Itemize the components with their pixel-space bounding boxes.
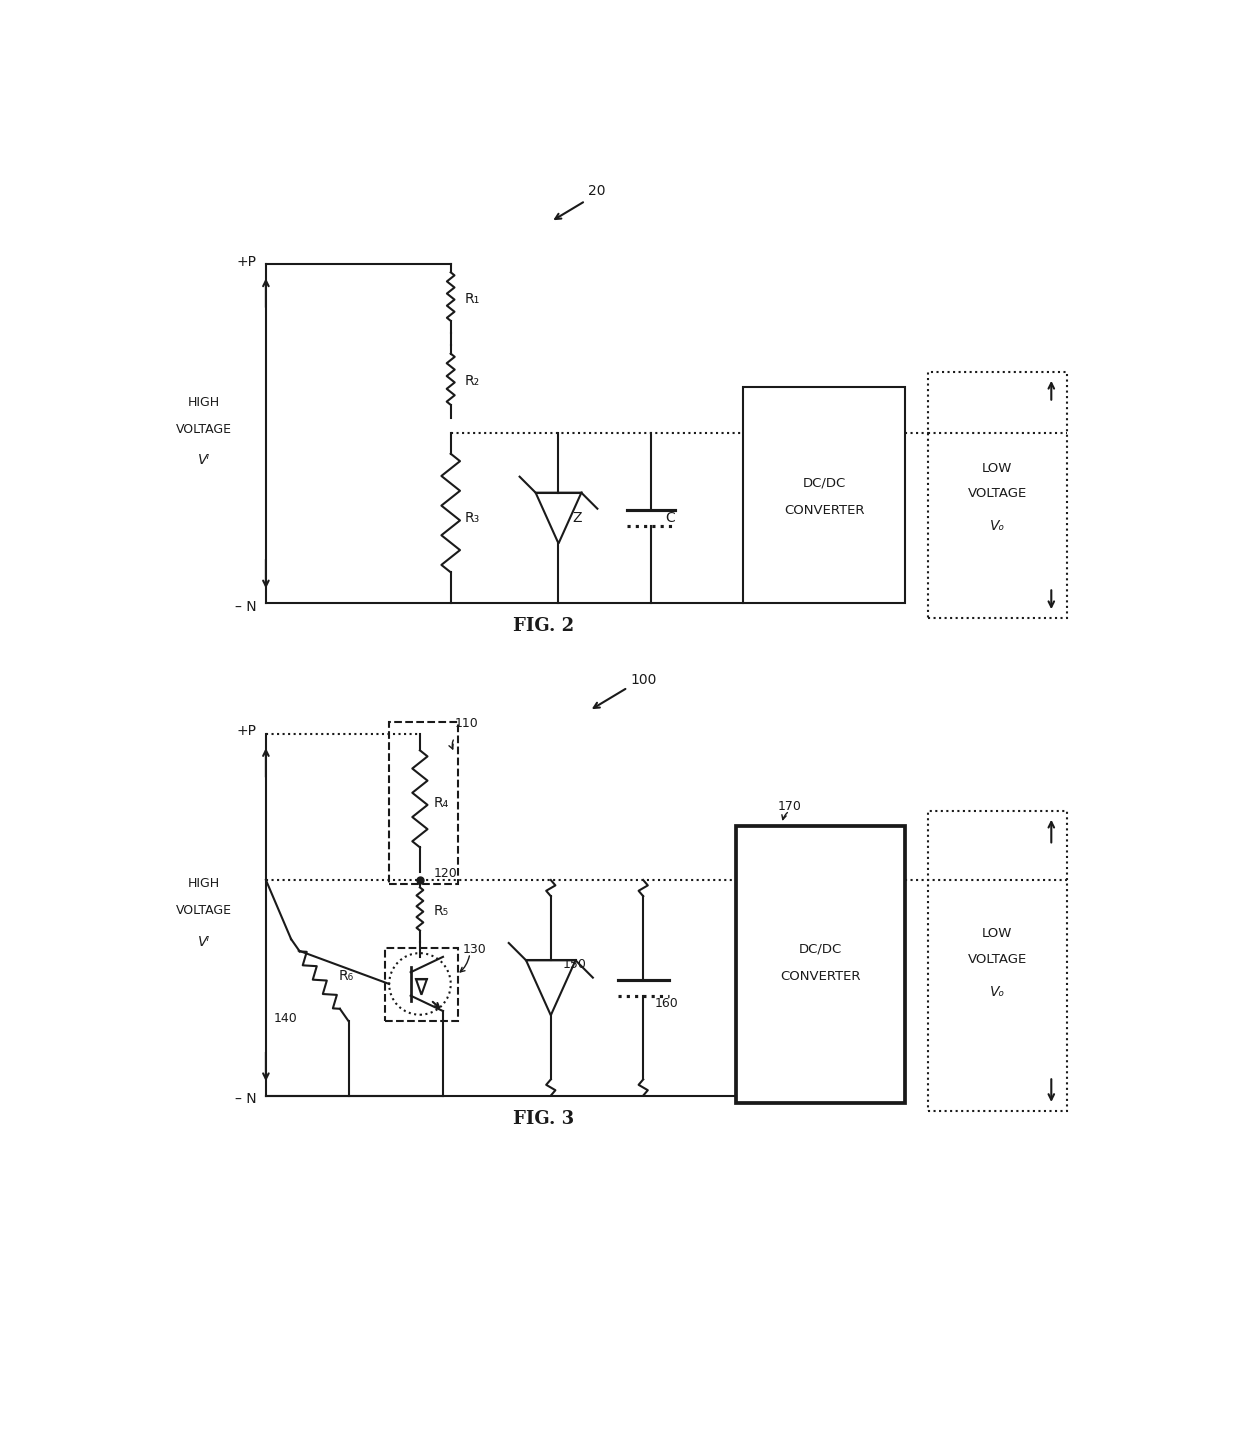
- Text: LOW: LOW: [982, 928, 1013, 941]
- Text: VOLTAGE: VOLTAGE: [967, 488, 1027, 500]
- Text: 100: 100: [630, 672, 656, 686]
- Text: – N: – N: [236, 599, 257, 613]
- Text: 170: 170: [777, 801, 801, 814]
- Text: 20: 20: [588, 184, 606, 197]
- Text: R₁: R₁: [465, 292, 480, 306]
- Text: FIG. 2: FIG. 2: [512, 616, 574, 635]
- Text: DC/DC: DC/DC: [799, 942, 842, 955]
- Text: Z: Z: [573, 511, 582, 525]
- Text: Vₒ: Vₒ: [990, 519, 1006, 533]
- Text: CONVERTER: CONVERTER: [784, 503, 864, 516]
- Text: HIGH: HIGH: [188, 878, 221, 891]
- Text: +P: +P: [237, 255, 257, 269]
- Text: 130: 130: [463, 942, 486, 955]
- Bar: [928, 372, 1066, 618]
- Text: +P: +P: [237, 725, 257, 738]
- Bar: [928, 811, 1066, 1111]
- Text: 120: 120: [434, 868, 458, 881]
- Text: VOLTAGE: VOLTAGE: [176, 423, 232, 436]
- Bar: [743, 388, 905, 603]
- Text: C: C: [665, 511, 675, 525]
- Text: Vₒ: Vₒ: [990, 985, 1006, 998]
- Text: HIGH: HIGH: [188, 396, 221, 409]
- Text: FIG. 3: FIG. 3: [512, 1110, 574, 1128]
- Text: 150: 150: [563, 958, 587, 971]
- Text: R₅: R₅: [434, 904, 449, 918]
- Text: 160: 160: [655, 997, 678, 1010]
- Bar: [386, 948, 459, 1021]
- Bar: [735, 827, 905, 1104]
- Text: R₃: R₃: [465, 511, 480, 525]
- Text: VOLTAGE: VOLTAGE: [176, 904, 232, 917]
- Text: CONVERTER: CONVERTER: [780, 970, 861, 982]
- Text: R₆: R₆: [339, 970, 355, 984]
- Text: R₂: R₂: [465, 375, 480, 389]
- Text: Vᴵ: Vᴵ: [198, 935, 211, 948]
- Text: Vᴵ: Vᴵ: [198, 453, 211, 468]
- Text: LOW: LOW: [982, 462, 1013, 475]
- Text: 140: 140: [273, 1012, 298, 1025]
- Text: DC/DC: DC/DC: [802, 478, 846, 490]
- Text: R₄: R₄: [434, 797, 449, 809]
- Bar: [389, 722, 459, 884]
- Text: 110: 110: [455, 716, 479, 729]
- Text: – N: – N: [236, 1093, 257, 1107]
- Text: VOLTAGE: VOLTAGE: [967, 952, 1027, 965]
